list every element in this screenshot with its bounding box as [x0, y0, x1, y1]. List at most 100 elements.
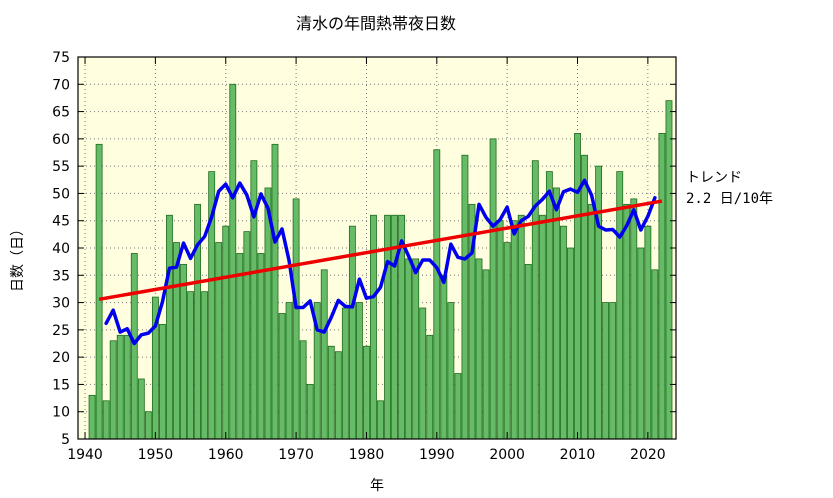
- y-tick-label: 10: [52, 405, 70, 421]
- x-tick-label: 2010: [560, 447, 596, 463]
- bar-1971: [299, 340, 307, 440]
- bar-1974: [320, 269, 328, 440]
- bar-1979: [355, 302, 363, 440]
- bar-1947: [130, 253, 138, 440]
- bar-1941: [88, 394, 96, 440]
- y-tick-label: 60: [52, 132, 70, 148]
- bar-1967: [271, 143, 279, 440]
- bar-2011: [581, 154, 588, 440]
- bar-2021: [651, 269, 659, 440]
- bar-1960: [222, 225, 230, 440]
- bar-1954: [180, 263, 187, 440]
- bar-1957: [201, 291, 209, 440]
- bar-1942: [95, 143, 103, 440]
- bar-1997: [482, 269, 490, 440]
- trend-line: [98, 199, 663, 302]
- bar-2005: [538, 214, 546, 440]
- trend-line-group: [98, 199, 663, 302]
- bar-1993: [454, 373, 462, 440]
- bar-1961: [229, 83, 237, 440]
- bar-2019: [637, 247, 645, 440]
- x-tick-label: 1980: [349, 447, 385, 463]
- bar-2009: [567, 247, 574, 440]
- bar-1998: [489, 138, 497, 440]
- bar-2012: [588, 203, 595, 440]
- y-tick-label: 40: [52, 241, 70, 257]
- y-tick-label: 25: [52, 323, 70, 339]
- y-tick-label: 75: [52, 50, 70, 66]
- bar-1963: [243, 231, 251, 440]
- y-tick-label: 35: [52, 268, 70, 284]
- y-tick-label: 55: [52, 159, 70, 175]
- bar-1975: [327, 345, 335, 440]
- bar-1962: [236, 253, 244, 440]
- trend-annotation-title: トレンド: [686, 170, 742, 186]
- bar-1986: [405, 258, 413, 440]
- x-axis-ticks: 1940 1950 1960 1970 1980 1990 2000 2010 2020: [67, 57, 666, 463]
- x-tick-label: 1950: [138, 447, 174, 463]
- bar-1978: [348, 225, 356, 440]
- bar-2017: [623, 203, 631, 440]
- x-tick-label: 1990: [419, 447, 455, 463]
- bar-1970: [292, 198, 300, 440]
- bar-1945: [116, 334, 124, 440]
- x-tick-label: 2000: [489, 447, 525, 463]
- x-tick-label: 1970: [278, 447, 314, 463]
- bar-2008: [560, 225, 567, 440]
- bar-1980: [363, 345, 370, 440]
- y-tick-label: 20: [52, 350, 70, 366]
- bar-2001: [510, 220, 518, 440]
- bar-1953: [173, 242, 180, 440]
- bar-2006: [545, 171, 553, 440]
- bar-2020: [644, 225, 652, 440]
- y-tick-label: 70: [52, 77, 70, 93]
- y-tick-label: 45: [52, 214, 70, 230]
- bar-1968: [278, 313, 286, 440]
- y-axis-ticks: 5 10 15 20 25 30 35 40 45 50 55 60 65 70 75: [52, 50, 676, 448]
- bar-2002: [517, 214, 525, 440]
- bar-1999: [496, 220, 504, 440]
- x-tick-label: 1960: [208, 447, 244, 463]
- bar-2010: [574, 132, 581, 440]
- y-tick-label: 65: [52, 105, 70, 121]
- bar-1982: [377, 400, 384, 440]
- bar-2003: [524, 263, 532, 440]
- bar-2013: [595, 165, 603, 440]
- bar-1969: [285, 302, 293, 440]
- bar-1951: [159, 323, 166, 440]
- y-tick-label: 30: [52, 296, 70, 312]
- bar-1956: [194, 203, 202, 440]
- bar-1989: [426, 334, 434, 440]
- y-tick-label: 50: [52, 186, 70, 202]
- bar-1944: [109, 340, 117, 440]
- bar-1990: [433, 149, 441, 440]
- bar-1943: [102, 400, 110, 440]
- moving-average-line: [104, 178, 657, 346]
- bar-2023: [665, 100, 673, 440]
- bar-1987: [412, 258, 420, 440]
- bar-1994: [461, 154, 469, 440]
- x-tick-label: 2020: [630, 447, 666, 463]
- x-axis-label: 年: [370, 478, 384, 494]
- bar-1955: [187, 291, 194, 440]
- bar-1948: [137, 378, 145, 440]
- bar-2007: [552, 187, 560, 440]
- bar-1965: [257, 253, 265, 440]
- chart-title: 清水の年間熱帯夜日数: [296, 14, 456, 33]
- y-tick-label: 5: [61, 432, 70, 448]
- x-tick-label: 1940: [67, 447, 103, 463]
- bar-1981: [370, 214, 377, 440]
- y-tick-label: 15: [52, 377, 70, 393]
- y-axis-label: 日数（日）: [10, 222, 26, 292]
- bar-1991: [440, 274, 448, 440]
- bar-1949: [144, 411, 152, 440]
- bar-2022: [658, 132, 666, 440]
- bar-2000: [503, 242, 511, 440]
- bar-2014: [602, 302, 610, 440]
- moving-average-group: [104, 178, 657, 346]
- bar-1977: [341, 307, 349, 440]
- bar-1988: [419, 307, 427, 440]
- bar-2015: [609, 302, 617, 440]
- bar-2016: [616, 171, 624, 440]
